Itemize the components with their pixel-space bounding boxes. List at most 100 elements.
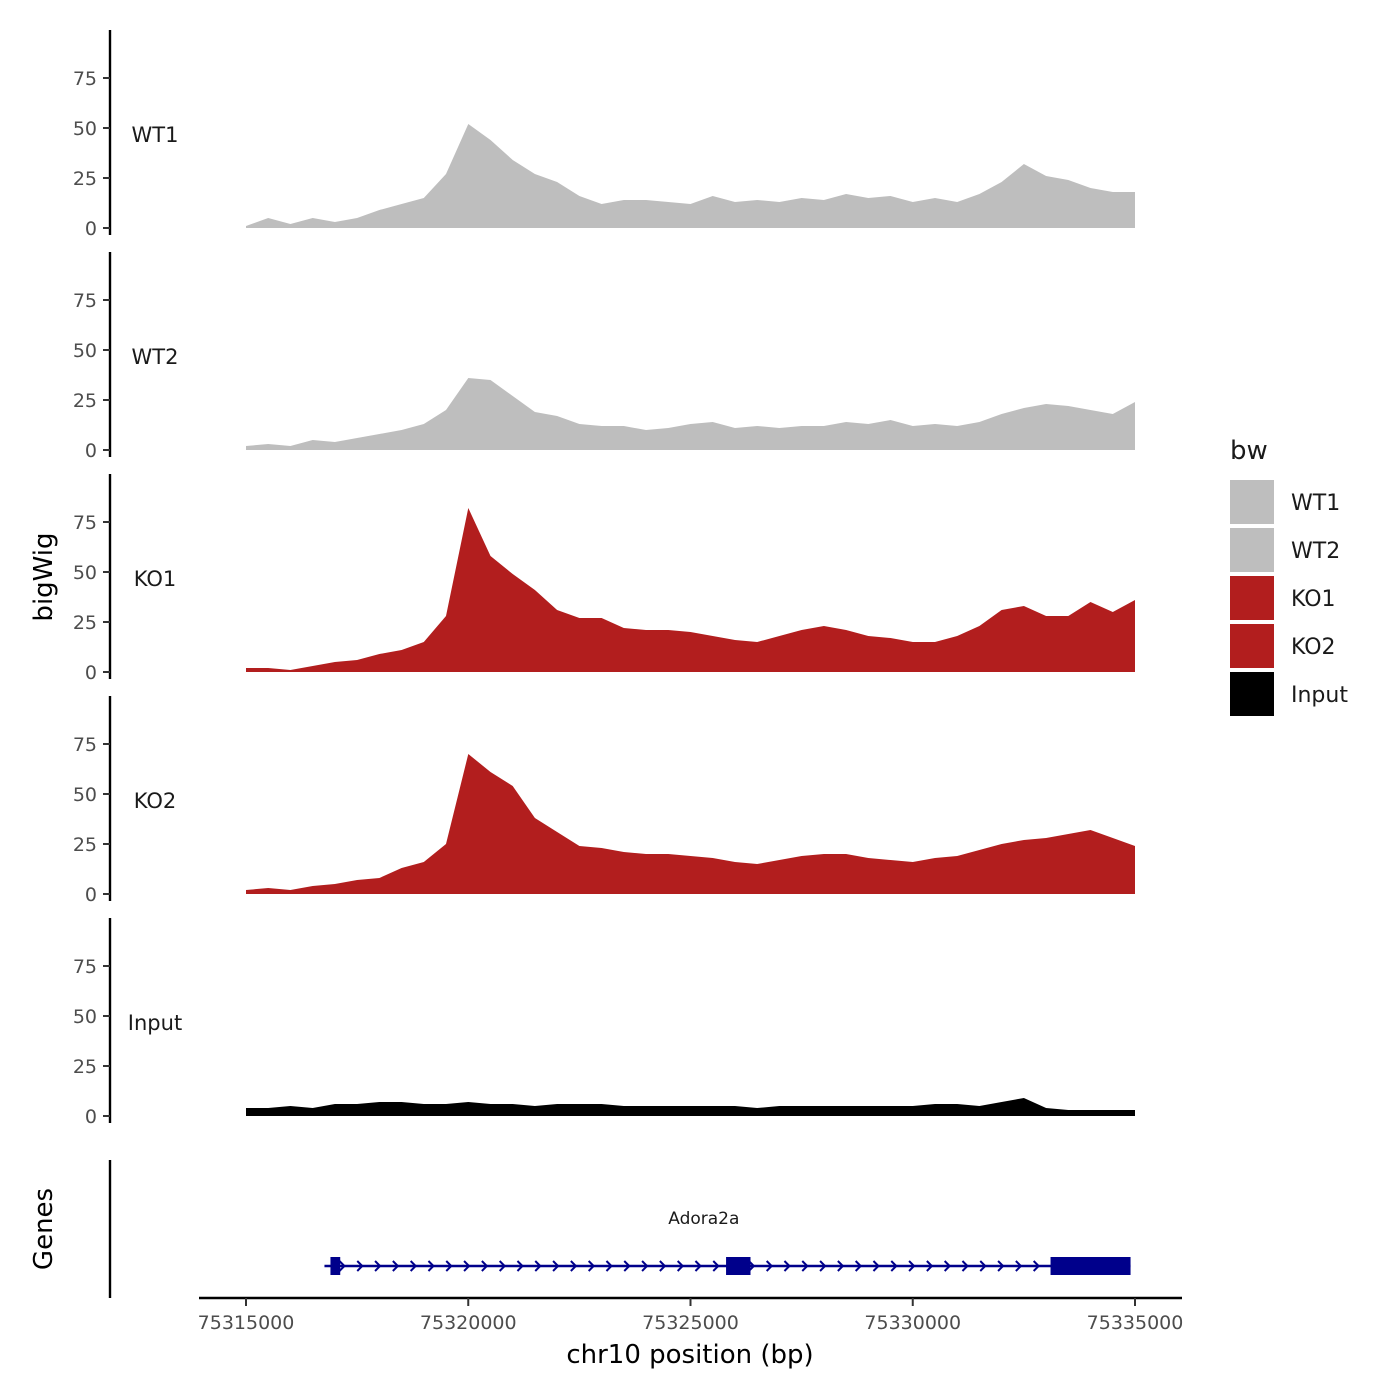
y-tick-label: 25	[73, 1056, 97, 1078]
strand-arrow	[801, 1260, 809, 1272]
track-label: KO2	[134, 789, 177, 813]
track-ko1: 0 25 50 75 KO1	[73, 474, 1135, 684]
genes-panel: Genes Adora2a	[29, 1160, 1131, 1298]
y-tick-label: 0	[85, 218, 97, 240]
x-axis: 75315000 75320000 75325000 75330000 75335000	[198, 1296, 1184, 1334]
legend-item-ko1: KO1	[1230, 576, 1336, 620]
strand-arrow	[445, 1260, 453, 1272]
track-ko2: 0 25 50 75 KO2	[73, 696, 1135, 906]
strand-arrow	[926, 1260, 934, 1272]
strand-arrow	[854, 1260, 863, 1272]
track-wt1: 0 25 50 75 WT1	[73, 30, 1135, 240]
legend-item-input: Input	[1230, 672, 1348, 716]
strand-arrow	[623, 1260, 631, 1272]
legend-item-wt1: WT1	[1230, 480, 1340, 524]
strand-arrow	[676, 1260, 685, 1272]
strand-arrow	[587, 1260, 596, 1272]
legend-label: KO2	[1291, 635, 1336, 660]
strand-arrow	[997, 1260, 1005, 1272]
x-axis-title: chr10 position (bp)	[566, 1340, 813, 1370]
area-wt1	[246, 124, 1135, 228]
strand-arrow	[534, 1260, 542, 1272]
track-label: WT2	[132, 345, 179, 369]
y-tick-label: 0	[85, 440, 97, 462]
legend-swatch	[1230, 528, 1274, 572]
strand-arrow	[409, 1260, 418, 1272]
legend-label: WT2	[1291, 539, 1340, 564]
y-tick-label: 50	[73, 1006, 97, 1028]
strand-arrow	[819, 1260, 827, 1272]
y-tick-label: 50	[73, 562, 97, 584]
x-tick-label: 75335000	[1087, 1312, 1184, 1334]
y-tick-label: 75	[73, 734, 97, 756]
exon-block	[1050, 1257, 1131, 1275]
exon-block	[330, 1257, 341, 1275]
strand-arrow	[694, 1260, 702, 1272]
y-axis-title: bigWig	[29, 532, 59, 621]
legend-label: WT1	[1291, 491, 1340, 516]
strand-arrow	[463, 1260, 471, 1272]
x-tick-label: 75315000	[198, 1312, 295, 1334]
gene-label: Adora2a	[668, 1209, 739, 1229]
strand-arrow	[498, 1260, 507, 1272]
area-wt2	[246, 378, 1135, 450]
y-tick-label: 0	[85, 884, 97, 906]
area-ko1	[246, 508, 1135, 672]
legend-item-ko2: KO2	[1230, 624, 1336, 668]
legend-swatch	[1230, 624, 1274, 668]
x-tick-label: 75330000	[864, 1312, 961, 1334]
track-label: Input	[128, 1011, 182, 1035]
gene-adora2a: Adora2a	[324, 1209, 1131, 1275]
strand-arrow	[961, 1260, 969, 1272]
y-tick-label: 50	[73, 784, 97, 806]
legend: bw WT1 WT2 KO1 KO2 Input	[1230, 436, 1348, 716]
y-tick-label: 50	[73, 340, 97, 362]
track-label: WT1	[132, 123, 179, 147]
track-input: 0 25 50 75 Input	[73, 918, 1135, 1128]
track-wt2: 0 25 50 75 WT2	[73, 252, 1135, 462]
strand-arrow	[570, 1260, 578, 1272]
y-tick-label: 50	[73, 118, 97, 140]
legend-title: bw	[1230, 436, 1268, 466]
strand-arrow	[748, 1260, 756, 1272]
x-tick-label: 75325000	[642, 1312, 739, 1334]
strand-arrow	[943, 1260, 952, 1272]
strand-arrow	[908, 1260, 916, 1272]
y-tick-label: 75	[73, 68, 97, 90]
y-tick-label: 75	[73, 956, 97, 978]
legend-swatch	[1230, 576, 1274, 620]
legend-label: KO1	[1291, 587, 1336, 612]
strand-arrow	[392, 1260, 400, 1272]
strand-arrow	[1032, 1260, 1041, 1272]
area-input	[246, 1098, 1135, 1116]
strand-arrow	[427, 1260, 435, 1272]
strand-arrow	[481, 1260, 489, 1272]
strand-arrow	[552, 1260, 560, 1272]
legend-swatch	[1230, 672, 1274, 716]
strand-arrow	[641, 1260, 649, 1272]
strand-arrow	[872, 1260, 880, 1272]
x-tick-label: 75320000	[420, 1312, 517, 1334]
y-tick-label: 75	[73, 512, 97, 534]
track-label: KO1	[134, 567, 177, 591]
strand-arrow	[356, 1260, 364, 1272]
y-tick-label: 0	[85, 662, 97, 684]
strand-arrow	[374, 1260, 382, 1272]
strand-arrow	[837, 1260, 845, 1272]
exon-block	[726, 1257, 751, 1275]
y-tick-label: 25	[73, 168, 97, 190]
strand-arrow	[338, 1260, 346, 1272]
strand-arrow	[890, 1260, 898, 1272]
strand-arrow	[765, 1260, 774, 1272]
strand-arrow	[783, 1260, 791, 1272]
strand-arrow	[712, 1260, 720, 1272]
area-ko2	[246, 754, 1135, 894]
y-tick-label: 25	[73, 390, 97, 412]
legend-label: Input	[1291, 683, 1348, 708]
strand-arrow	[605, 1260, 613, 1272]
legend-swatch	[1230, 480, 1274, 524]
strand-arrow	[516, 1260, 524, 1272]
y-tick-label: 25	[73, 612, 97, 634]
signal-tracks: 0 25 50 75 WT1 0 25 50 75 WT2 0 25 50 75 KO1 0 25 50 75 KO2…	[73, 30, 1135, 1128]
